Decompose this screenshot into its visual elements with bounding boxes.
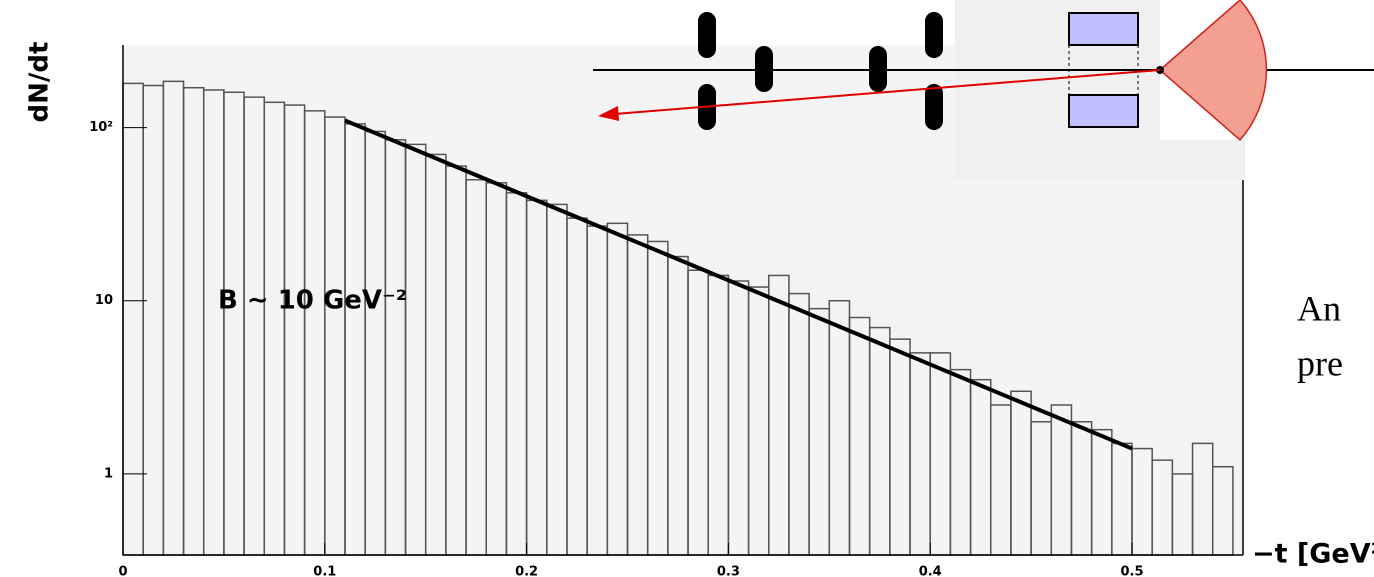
annotation: B ∼ 10 GeV⁻² <box>218 286 407 316</box>
scattered-track <box>614 69 1161 115</box>
x-tick-label: 0 <box>118 565 127 577</box>
magnet <box>869 46 887 92</box>
y-axis-label: dN/dt <box>25 42 55 123</box>
y-tick-label: 10 <box>95 293 113 308</box>
x-tick-label: 0.2 <box>515 565 538 577</box>
magnet <box>755 46 773 92</box>
side-text: An <box>1297 288 1341 328</box>
magnet <box>698 12 716 58</box>
target-cone <box>1158 0 1268 142</box>
magnet <box>925 12 943 58</box>
magnet <box>925 84 943 130</box>
x-tick-label: 0.3 <box>717 565 740 577</box>
x-tick-label: 0.4 <box>919 565 942 577</box>
plot: 0 0.1 0.2 0.3 0.4 0.5 1 10 10² −t [GeV²] dN/dt B ∼ … <box>25 42 1374 577</box>
detector <box>1068 94 1139 128</box>
y-tick-label: 10² <box>89 120 113 135</box>
x-tick-label: 0.5 <box>1120 565 1143 577</box>
detector-schematic <box>593 0 1374 180</box>
fit-line <box>344 118 1133 451</box>
x-tick-label: 0.1 <box>313 565 336 577</box>
side-text: pre <box>1297 343 1343 383</box>
arrow-head <box>598 106 619 121</box>
y-tick-label: 1 <box>104 466 113 481</box>
detector <box>1068 12 1139 46</box>
x-axis-label: −t [GeV²] <box>1252 539 1374 570</box>
